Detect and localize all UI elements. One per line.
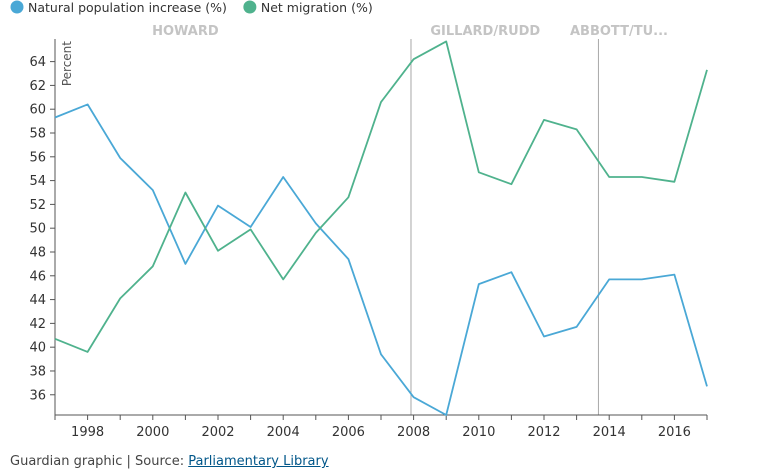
legend-label-0: Natural population increase (%): [28, 0, 227, 15]
x-tick-label-6: 2010: [462, 425, 495, 440]
x-tick-label-7: 2012: [527, 425, 560, 440]
x-tick-label-9: 2016: [658, 425, 691, 440]
x-tick-label-0: 1998: [71, 425, 104, 440]
era-label-0: HOWARD: [152, 24, 219, 39]
series-lines: [54, 40, 708, 416]
y-tick-label-6: 48: [29, 245, 46, 260]
y-tick-label-5: 46: [29, 269, 46, 284]
footer-source-text: Guardian graphic | Source:: [10, 454, 189, 469]
y-tick-label-12: 60: [29, 103, 46, 118]
y-tick-label-8: 52: [29, 198, 46, 213]
y-tick-label-7: 50: [29, 222, 46, 237]
era-label-1: GILLARD/RUDD: [430, 24, 540, 39]
legend-label-1: Net migration (%): [261, 0, 373, 15]
era-label-2: ABBOTT/TU...: [570, 24, 668, 39]
legend: Natural population increase (%) Net migra…: [10, 0, 373, 15]
y-tick-label-3: 42: [29, 317, 46, 332]
y-tick-label-14: 64: [29, 55, 46, 70]
axes: 36 38 40 42 44 46 48 50 52 54 56 58 60 62 64 1998 2000 20…: [29, 39, 708, 440]
chart-area: Natural population increase (%) Net migra…: [10, 0, 708, 440]
y-axis-label: Percent: [60, 41, 74, 86]
legend-swatch-0: [10, 0, 24, 14]
y-tick-label-2: 40: [29, 341, 46, 356]
x-tick-label-8: 2014: [593, 425, 626, 440]
y-tick-label-0: 36: [29, 388, 46, 403]
y-tick-label-9: 54: [29, 174, 46, 189]
y-tick-label-11: 58: [29, 127, 46, 142]
series-line-0: [54, 103, 708, 416]
legend-swatch-1: [243, 0, 257, 14]
x-tick-label-3: 2004: [267, 425, 300, 440]
y-tick-label-4: 44: [29, 293, 46, 308]
y-tick-label-1: 38: [29, 364, 46, 379]
series-line-1: [54, 40, 708, 353]
era-bands: HOWARD GILLARD/RUDD ABBOTT/TU...: [152, 24, 668, 415]
x-tick-label-4: 2006: [332, 425, 365, 440]
y-tick-label-13: 62: [29, 79, 46, 94]
y-tick-label-10: 56: [29, 150, 46, 165]
source-link[interactable]: Parliamentary Library: [188, 454, 329, 469]
x-tick-label-1: 2000: [136, 425, 169, 440]
footer: Guardian graphic | Source: Parliamentary…: [10, 454, 329, 469]
x-tick-label-2: 2002: [201, 425, 234, 440]
x-tick-label-5: 2008: [397, 425, 430, 440]
